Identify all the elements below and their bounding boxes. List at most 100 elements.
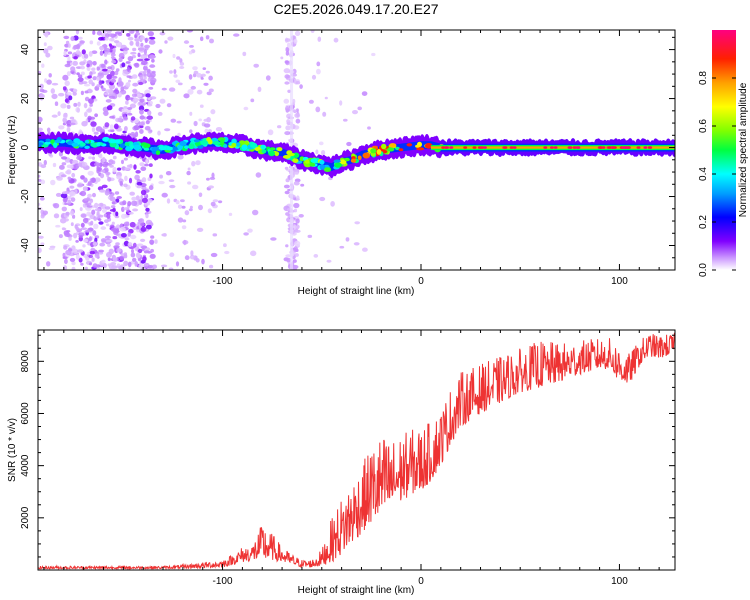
spectrogram-ridge-core <box>395 146 400 151</box>
spectrogram-speckle <box>89 250 95 255</box>
spectrogram-speckle <box>127 56 134 62</box>
spectrogram-speckle <box>89 262 92 266</box>
spectrogram-speckle <box>112 207 116 213</box>
spectrogram-speckle <box>89 40 94 45</box>
spectrogram-speckle <box>109 196 116 202</box>
spectrogram-speckle <box>131 74 138 79</box>
spectrogram-speckle <box>75 254 80 260</box>
spectrogram-speckle <box>67 56 71 62</box>
spectrogram-speckle <box>316 61 321 67</box>
spectrogram-ridge-core <box>376 149 382 155</box>
spectrogram-speckle <box>198 204 203 211</box>
spectrogram-speckle <box>177 82 183 86</box>
spectrogram-ridge-core <box>350 158 357 163</box>
spectrogram-speckle <box>168 267 174 270</box>
spectrogram-speckle <box>177 154 184 160</box>
spectrogram-ridge-core <box>172 146 179 150</box>
spectrogram-speckle <box>109 193 114 198</box>
snr-ticks: -100 0 100 2000 4000 6000 8000 <box>20 330 675 587</box>
spectrogram-speckle <box>354 221 361 225</box>
spectrogram-speckle <box>101 87 106 92</box>
spectrogram-ridge-core <box>114 139 121 144</box>
spectrogram-ridge-core <box>292 158 299 164</box>
spectrogram-speckle <box>103 110 109 117</box>
spectrogram-speckle <box>66 169 72 175</box>
spectrogram-speckle <box>73 56 78 60</box>
spectrogram-ridge-core <box>362 152 371 159</box>
spectrogram-speckle <box>105 211 112 215</box>
spectrogram-ridge-core <box>370 148 377 154</box>
spectrogram-speckle <box>130 252 136 258</box>
spectrogram-speckle <box>193 120 198 127</box>
spectrogram-speckle <box>211 172 215 179</box>
spectrogram-speckle <box>215 127 223 132</box>
spectrogram-speckle <box>151 70 156 74</box>
spectrogram-speckle <box>75 227 80 231</box>
spectrogram-speckle <box>202 67 207 70</box>
spectrogram-speckle <box>46 127 51 133</box>
spectrogram-speckle <box>48 247 55 251</box>
spectrogram-speckle <box>218 200 223 204</box>
spectrogram-speckle <box>96 76 100 81</box>
spectrogram-speckle <box>52 162 57 168</box>
spectrogram-speckle <box>86 63 90 68</box>
spectrogram-speckle <box>64 202 68 206</box>
spectrogram-speckle <box>83 238 89 243</box>
spectrogram-speckle <box>134 174 140 181</box>
spectrogram-speckle <box>257 86 262 93</box>
spectrogram-speckle <box>64 63 71 68</box>
spectrogram-ridge-core <box>344 157 350 162</box>
spectrogram-ridge-core <box>158 146 167 151</box>
spectrogram-speckle <box>283 98 290 104</box>
spectrogram-speckle <box>108 248 115 255</box>
spectrogram-speckle <box>71 261 76 266</box>
spectrogram-speckle <box>93 223 99 230</box>
spectrogram-speckle <box>285 212 290 216</box>
spectrogram-speckle <box>41 63 45 68</box>
spectrogram-speckle <box>148 36 156 40</box>
spectrogram-speckle <box>139 98 145 103</box>
spectrogram-speckle <box>116 175 122 180</box>
spectrogram-speckle <box>123 260 129 267</box>
spectrogram-speckle <box>87 115 92 121</box>
spectrogram-speckle <box>295 118 301 124</box>
snr-series-line <box>38 332 675 570</box>
snr-xtick-label: 0 <box>418 576 424 587</box>
spectrogram-speckle <box>121 108 128 112</box>
spectrogram-speckle <box>92 30 96 35</box>
spectrogram-speckle <box>293 246 298 253</box>
spectrogram-speckle <box>107 176 112 182</box>
colorbar-tick-label: 0.0 <box>698 263 709 277</box>
spectrogram-speckle <box>81 49 86 55</box>
spectrogram-speckle <box>84 96 90 102</box>
spectrogram-speckle <box>88 79 93 85</box>
spectrogram-ridge-core <box>79 142 86 147</box>
spectrogram-speckle <box>165 171 172 176</box>
spectrogram-ridge-peak <box>575 146 580 149</box>
spectrogram-speckle <box>330 201 335 206</box>
spectrogram-speckle <box>94 177 101 183</box>
spectrogram-ytick-label: -40 <box>20 238 31 253</box>
spectrogram-speckle <box>70 66 76 72</box>
spectrogram-speckle <box>145 224 152 230</box>
spectrogram-speckle <box>149 253 156 259</box>
spectrogram-speckle <box>127 232 131 237</box>
spectrogram-speckle <box>109 47 113 53</box>
spectrogram-speckle <box>103 47 111 53</box>
spectrogram-ytick-label: 20 <box>20 93 31 105</box>
spectrogram-speckle <box>94 208 101 212</box>
spectrogram-ridge-peak <box>621 146 626 149</box>
spectrogram-speckle <box>89 103 93 107</box>
spectrogram-speckle <box>63 245 68 250</box>
spectrogram-speckle <box>210 252 218 258</box>
spectrogram-speckle <box>87 181 92 186</box>
spectrogram-speckle <box>100 238 107 243</box>
spectrogram-speckle <box>122 47 130 51</box>
spectrogram-speckle <box>144 37 148 44</box>
spectrogram-speckle <box>73 232 78 239</box>
spectrogram-speckle <box>135 30 139 33</box>
spectrogram-speckle <box>64 80 70 87</box>
spectrogram-speckle <box>105 171 111 176</box>
spectrogram-speckle <box>78 81 84 85</box>
spectrogram-speckle <box>179 62 185 66</box>
